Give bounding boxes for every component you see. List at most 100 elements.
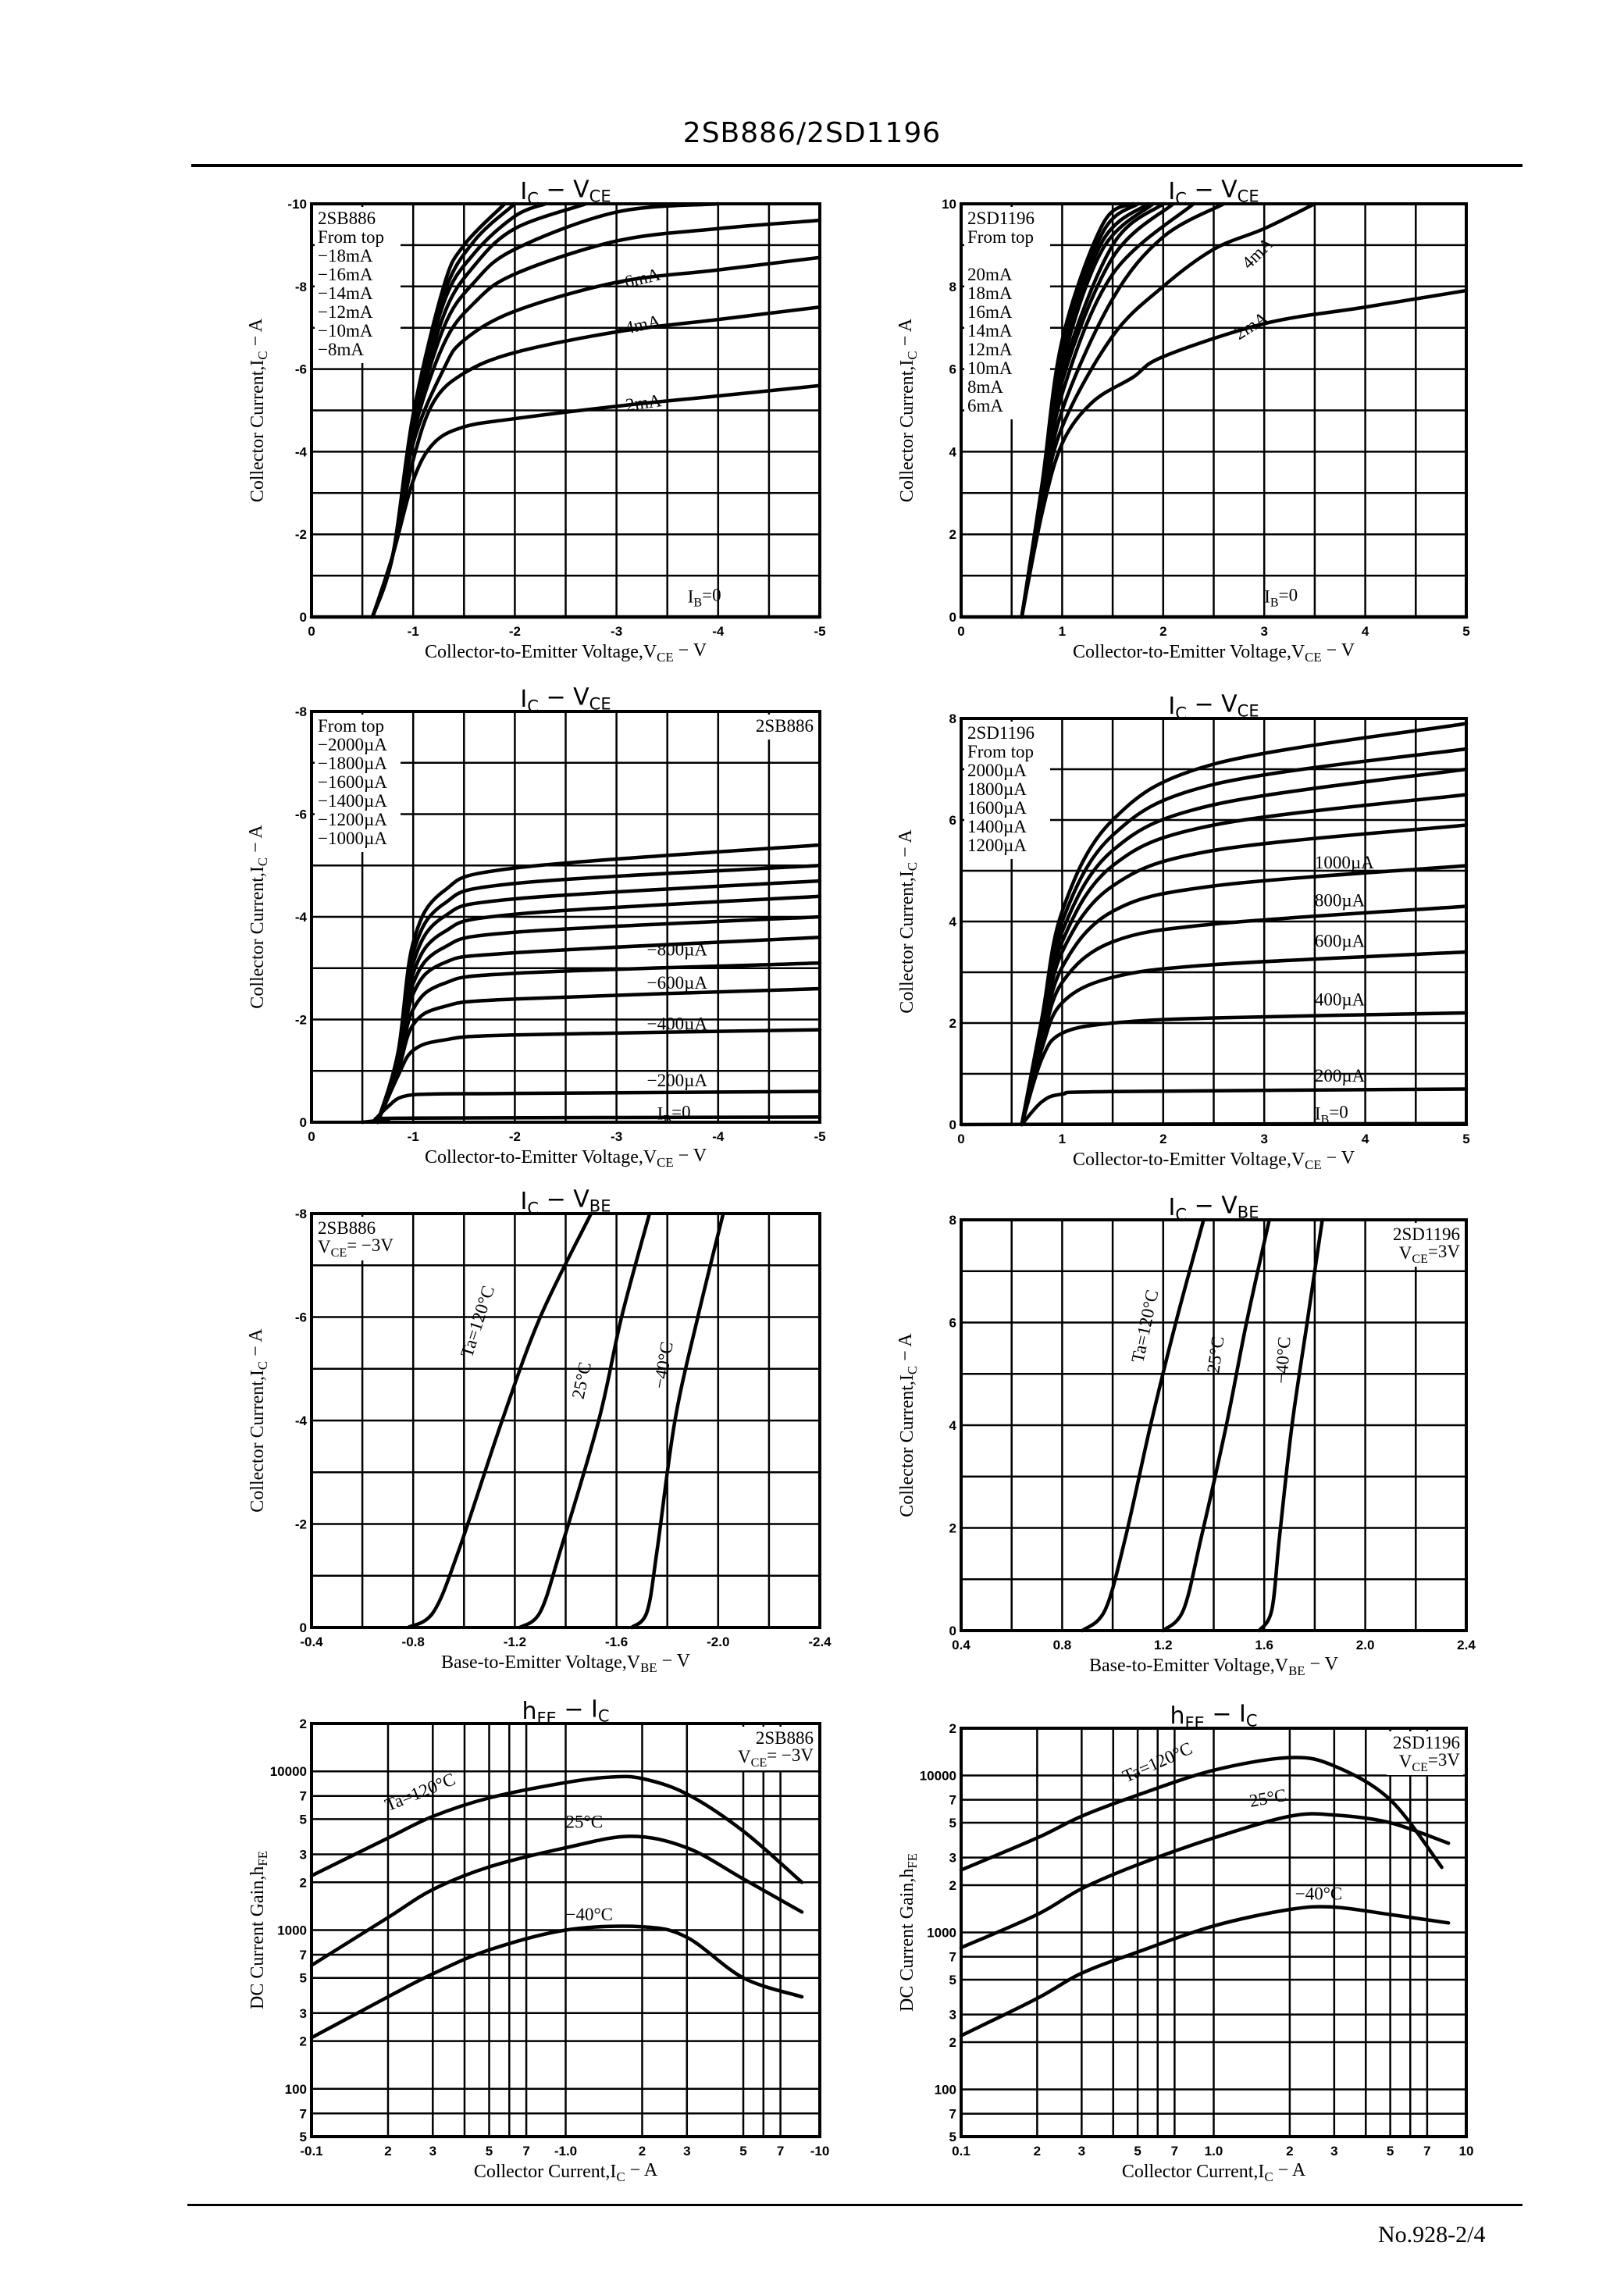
curve-label: −40°C xyxy=(1295,1884,1343,1903)
legend-entry: −1800µA xyxy=(318,754,387,773)
x-tick-label: -3 xyxy=(611,1129,622,1144)
curve-1000-a xyxy=(1020,864,1469,1127)
x-tick-label: 7 xyxy=(1171,2144,1178,2159)
legend-entry: −10mA xyxy=(318,321,373,340)
legend-entry: 1200µA xyxy=(967,836,1027,855)
curve-ta-120-c xyxy=(959,1756,1444,1872)
y-tick-label: 0 xyxy=(949,1624,956,1638)
y-tick-label: -4 xyxy=(295,910,308,925)
x-tick-label: -10 xyxy=(810,2144,830,2159)
legend-entry: 2SB886 xyxy=(318,209,376,228)
page-number: No.928-2/4 xyxy=(1378,2222,1486,2248)
y-tick-label: 100 xyxy=(935,2082,956,2097)
y-tick-label: 7 xyxy=(949,2107,956,2122)
x-tick-label: 2 xyxy=(384,2144,391,2159)
chart-title: hFE − IC xyxy=(522,1695,609,1727)
x-tick-label: 3 xyxy=(1260,1132,1267,1146)
x-tick-label: 3 xyxy=(683,2144,690,2159)
legend-entry: 2SD1196 xyxy=(967,209,1035,228)
curve-label: −40°C xyxy=(566,1905,614,1924)
x-tick-label: 5 xyxy=(739,2144,746,2159)
y-tick-label: -2 xyxy=(295,527,307,542)
legend-background xyxy=(964,207,1050,419)
legend-entry: −12mA xyxy=(318,302,373,322)
x-tick-label: 0.1 xyxy=(952,2144,970,2159)
chart-title: IC − VBE xyxy=(521,1185,611,1217)
legend-background xyxy=(315,715,401,852)
x-tick-label: -2.0 xyxy=(707,1635,729,1649)
y-tick-label: 4 xyxy=(949,444,957,459)
curve-800-a xyxy=(376,961,822,1125)
curve-1800-a xyxy=(1020,747,1469,1127)
curve-label: −600µA xyxy=(647,973,708,993)
y-tick-label: 5 xyxy=(949,1816,956,1831)
curve-label: IB=0 xyxy=(688,585,721,609)
legend-entry: 1400µA xyxy=(967,817,1027,836)
y-tick-label: 4 xyxy=(949,914,957,929)
x-tick-label: -1 xyxy=(408,1129,419,1144)
curve-label: 200µA xyxy=(1315,1066,1366,1086)
x-tick-label: 1.0 xyxy=(1205,2144,1223,2159)
curve-label: 800µA xyxy=(1315,891,1366,911)
y-tick-label: 0 xyxy=(300,1115,307,1130)
curve-40-c xyxy=(1257,1217,1324,1633)
x-tick-label: 1 xyxy=(1059,1132,1066,1146)
curve-label: 25°C xyxy=(1248,1785,1287,1811)
curve-1800-a xyxy=(376,864,822,1125)
legend-entry: 2SB886 xyxy=(756,1728,814,1748)
legend-entry: 20mA xyxy=(967,265,1013,284)
curve-label: 25°C xyxy=(566,1813,604,1832)
x-tick-label: -2.4 xyxy=(808,1635,832,1649)
x-tick-label: -5 xyxy=(814,1129,825,1144)
y-axis-label: Collector Current,IC − A xyxy=(896,318,920,502)
curve-label: −4mA xyxy=(613,311,662,340)
y-tick-label: 0 xyxy=(300,1620,307,1635)
curve-20ma xyxy=(1020,201,1135,619)
legend-entry: 10mA xyxy=(967,358,1013,378)
x-tick-label: -3 xyxy=(611,624,622,639)
x-tick-label: 2.0 xyxy=(1356,1638,1375,1652)
x-tick-label: 5 xyxy=(1387,2144,1394,2159)
x-tick-label: 5 xyxy=(486,2144,493,2159)
y-axis-label: Collector Current,IC − A xyxy=(246,318,270,502)
y-tick-label: 7 xyxy=(300,1789,307,1804)
legend-entry: −16mA xyxy=(318,265,373,284)
curve-25-c xyxy=(518,1211,652,1630)
x-axis-label: Base-to-Emitter Voltage,VBE − V xyxy=(1089,1654,1339,1678)
y-tick-label: 3 xyxy=(300,1848,307,1863)
y-tick-label: -4 xyxy=(295,444,308,459)
y-tick-label: -6 xyxy=(295,362,307,377)
curve-label: IB=0 xyxy=(1264,585,1298,609)
y-tick-label: 0 xyxy=(949,1118,956,1132)
curve-label: 2mA xyxy=(1230,308,1272,344)
curve-label: 600µA xyxy=(1315,932,1366,951)
x-tick-label: -5 xyxy=(814,624,825,639)
y-tick-label: 2 xyxy=(949,527,956,542)
x-tick-label: -4 xyxy=(712,1129,725,1144)
y-tick-label: 7 xyxy=(949,1793,956,1808)
curve-ta-120-c xyxy=(1081,1217,1206,1633)
legend-entry: −1000µA xyxy=(318,829,387,848)
x-tick-label: 3 xyxy=(1078,2144,1085,2159)
curve-2000-a xyxy=(376,843,822,1125)
chart-title: IC − VCE xyxy=(1168,690,1259,722)
curve-label: −800µA xyxy=(647,939,708,959)
x-tick-label: 0 xyxy=(957,624,964,639)
curve-label: −40°C xyxy=(1271,1336,1294,1385)
y-tick-label: 5 xyxy=(300,2130,307,2144)
chart-title: IC − VCE xyxy=(1168,176,1259,208)
x-tick-label: -4 xyxy=(712,624,725,639)
y-tick-label: 5 xyxy=(949,1973,956,1987)
x-tick-label: 5 xyxy=(1462,1132,1469,1146)
x-tick-label: 3 xyxy=(1330,2144,1337,2159)
x-tick-label: 0.4 xyxy=(952,1638,970,1652)
y-tick-label: -6 xyxy=(295,807,307,822)
legend-entry: From top xyxy=(318,716,384,736)
chart-title: IC − VBE xyxy=(1169,1192,1259,1224)
curve-label: 25°C xyxy=(1203,1335,1227,1374)
x-tick-label: 7 xyxy=(522,2144,529,2159)
y-tick-label: 7 xyxy=(300,1948,307,1963)
